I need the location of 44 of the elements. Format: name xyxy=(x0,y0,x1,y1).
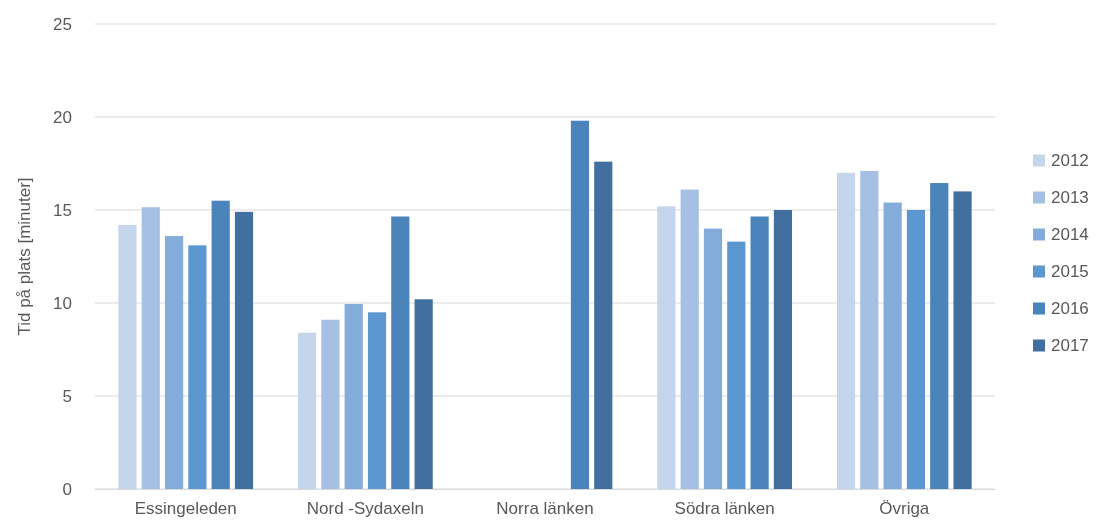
x-tick-label: Övriga xyxy=(879,499,930,519)
bar xyxy=(367,312,387,489)
bar xyxy=(118,224,137,489)
bar xyxy=(953,191,972,489)
bar xyxy=(391,216,410,489)
bar xyxy=(414,299,433,489)
legend-label: 2014 xyxy=(1051,225,1089,245)
y-tick-label: 10 xyxy=(53,293,72,313)
bar xyxy=(703,228,723,489)
legend-label: 2016 xyxy=(1051,299,1089,319)
legend-label: 2013 xyxy=(1051,188,1089,208)
bar xyxy=(188,245,207,489)
y-axis-title: Tid på plats [minuter] xyxy=(15,177,34,336)
bar xyxy=(321,319,340,489)
y-tick-label: 5 xyxy=(62,386,72,406)
bar xyxy=(727,241,746,489)
bar xyxy=(680,189,699,489)
legend-label: 2012 xyxy=(1051,151,1089,171)
bar xyxy=(930,183,949,489)
bar xyxy=(750,216,769,489)
y-tick-label: 25 xyxy=(53,14,72,34)
bar xyxy=(860,170,879,489)
bar xyxy=(570,120,590,489)
x-tick-label: Essingeleden xyxy=(134,499,237,519)
bar xyxy=(883,202,902,489)
bar xyxy=(773,210,793,489)
x-tick-label: Norra länken xyxy=(496,499,594,519)
bar xyxy=(906,210,926,489)
x-tick-label: Södra länken xyxy=(674,499,775,519)
bar xyxy=(344,303,363,489)
y-tick-label: 0 xyxy=(62,479,72,499)
bar xyxy=(141,207,160,489)
bar xyxy=(297,332,317,489)
y-tick-label: 15 xyxy=(53,200,72,220)
bar xyxy=(594,161,613,489)
legend-label: 2015 xyxy=(1051,262,1089,282)
bar xyxy=(836,172,856,489)
bar xyxy=(657,206,676,489)
bar xyxy=(164,236,184,489)
y-tick-label: 20 xyxy=(53,107,72,127)
bar xyxy=(234,211,254,489)
legend-label: 2017 xyxy=(1051,336,1089,356)
x-tick-label: Nord -Sydaxeln xyxy=(306,499,424,519)
bar xyxy=(211,200,230,489)
